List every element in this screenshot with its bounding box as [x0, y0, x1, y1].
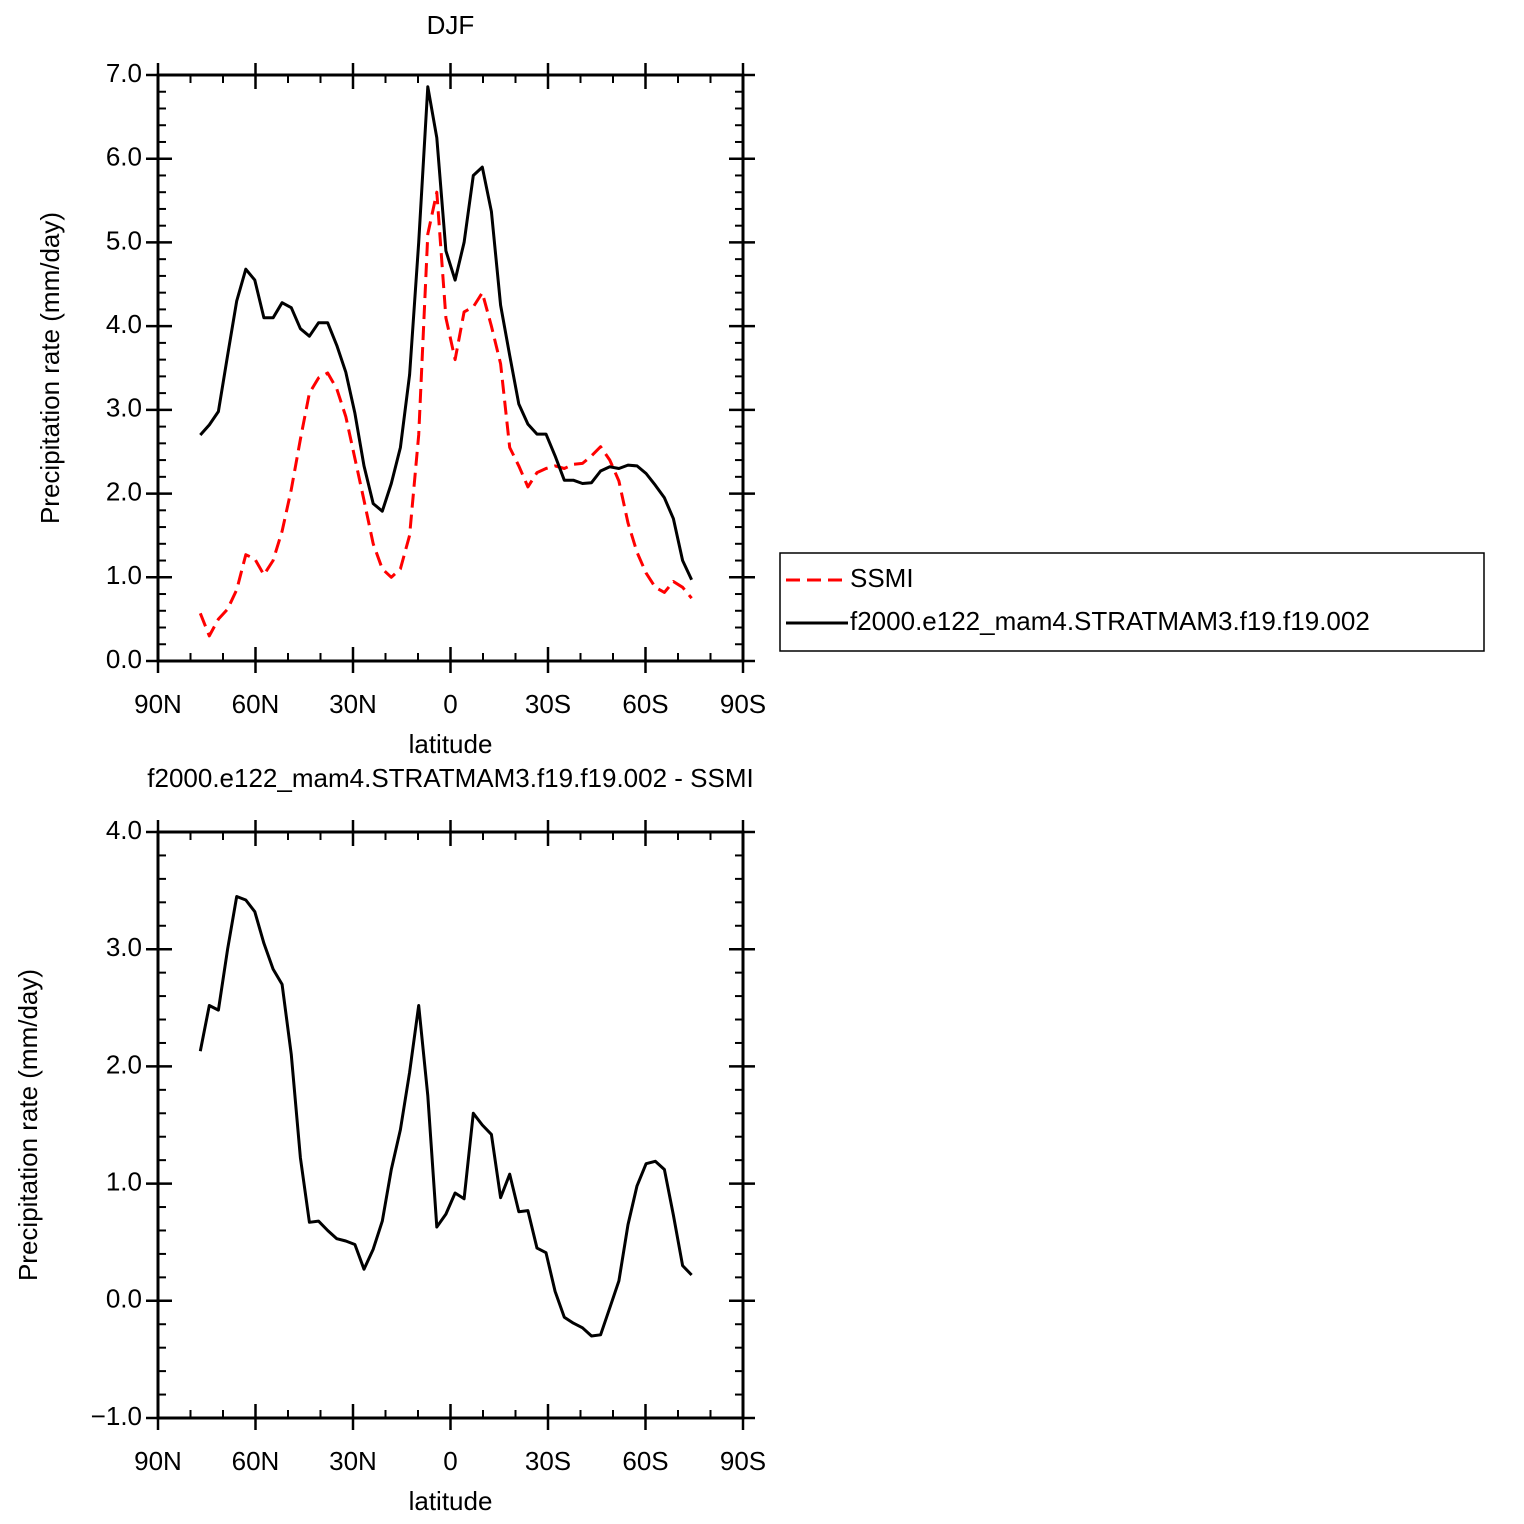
x-tick-label: 30N	[329, 1446, 377, 1476]
y-tick-label: 2.0	[106, 476, 142, 506]
chart-title: f2000.e122_mam4.STRATMAM3.f19.f19.002 - …	[147, 763, 753, 793]
y-tick-label: 3.0	[106, 393, 142, 423]
y-tick-label: 6.0	[106, 142, 142, 172]
x-tick-label: 0	[443, 689, 457, 719]
x-tick-label: 30S	[525, 689, 571, 719]
y-tick-label: 1.0	[106, 560, 142, 590]
y-tick-label: −1.0	[91, 1401, 142, 1431]
y-tick-label: 0.0	[106, 644, 142, 674]
x-tick-label: 90S	[720, 1446, 766, 1476]
legend-label: SSMI	[850, 563, 914, 593]
y-tick-label: 4.0	[106, 309, 142, 339]
x-tick-label: 90N	[134, 1446, 182, 1476]
y-axis-label: Precipitation rate (mm/day)	[13, 969, 43, 1281]
x-tick-label: 60N	[232, 1446, 280, 1476]
y-tick-label: 5.0	[106, 225, 142, 255]
data-line	[198, 190, 693, 638]
x-tick-label: 90S	[720, 689, 766, 719]
plot: DJF latitude Precipitation rate (mm/day) 0.…	[35, 10, 1485, 759]
y-tick-label: 7.0	[106, 58, 142, 88]
x-tick-label: 90N	[134, 689, 182, 719]
y-tick-label: 3.0	[106, 932, 142, 962]
plot-frame	[156, 73, 745, 663]
legend-box	[779, 552, 1485, 652]
y-tick-label: 1.0	[106, 1166, 142, 1196]
x-tick-label: 30S	[525, 1446, 571, 1476]
x-axis-label: latitude	[409, 729, 493, 759]
data-line	[199, 85, 693, 581]
x-tick-label: 60S	[622, 689, 668, 719]
y-tick-label: 0.0	[106, 1284, 142, 1314]
data-line	[198, 895, 693, 1338]
x-axis-label: latitude	[409, 1486, 493, 1516]
legend-label: f2000.e122_mam4.STRATMAM3.f19.f19.002	[850, 606, 1370, 636]
y-axis-label: Precipitation rate (mm/day)	[35, 212, 65, 524]
x-tick-label: 0	[443, 1446, 457, 1476]
x-tick-label: 60N	[232, 689, 280, 719]
x-tick-label: 60S	[622, 1446, 668, 1476]
y-tick-label: 2.0	[106, 1049, 142, 1079]
y-tick-label: 4.0	[106, 815, 142, 845]
x-tick-label: 30N	[329, 689, 377, 719]
plot-frame	[156, 830, 745, 1420]
chart-title: DJF	[427, 10, 475, 40]
plot: f2000.e122_mam4.STRATMAM3.f19.f19.002 - …	[13, 763, 766, 1516]
